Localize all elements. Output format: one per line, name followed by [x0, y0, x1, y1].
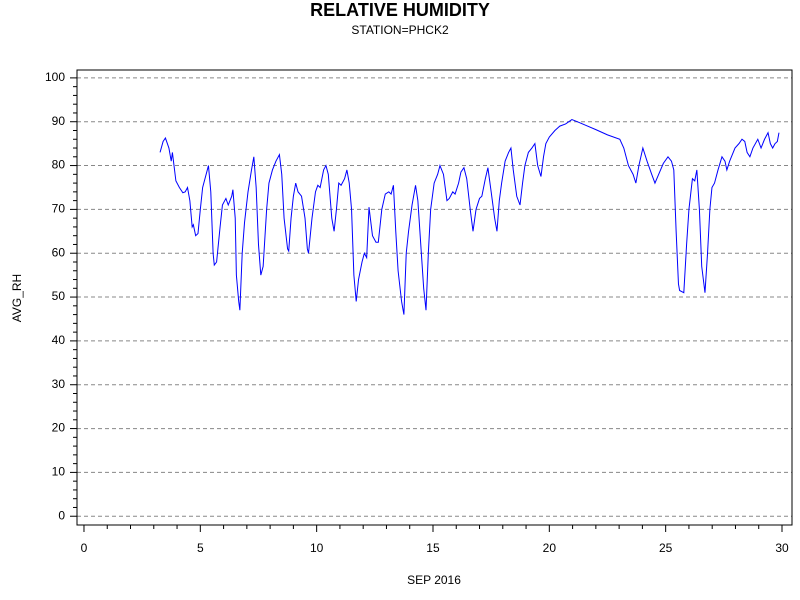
y-tick-label: 80: [52, 158, 66, 172]
y-axis-label: AVG_RH: [10, 274, 24, 322]
y-tick-label: 70: [52, 202, 66, 216]
chart-title: RELATIVE HUMIDITY: [310, 0, 490, 20]
x-tick-label: 5: [197, 541, 204, 555]
data-line: [159, 118, 780, 315]
y-tick-label: 20: [52, 421, 66, 435]
x-tick-label: 30: [775, 541, 789, 555]
x-tick-label: 20: [543, 541, 557, 555]
y-tick-label: 0: [58, 508, 65, 522]
y-tick-label: 50: [52, 289, 66, 303]
y-tick-label: 90: [52, 114, 66, 128]
x-tick-label: 0: [81, 541, 88, 555]
x-tick-label: 10: [310, 541, 324, 555]
x-tick-label: 25: [659, 541, 673, 555]
chart-subtitle: STATION=PHCK2: [351, 23, 449, 37]
y-tick-label: 10: [52, 465, 66, 479]
y-tick-label: 100: [45, 70, 65, 84]
x-tick-label: 15: [426, 541, 440, 555]
y-tick-label: 60: [52, 245, 66, 259]
y-tick-label: 30: [52, 377, 66, 391]
y-tick-label: 40: [52, 333, 66, 347]
x-axis-label: SEP 2016: [407, 573, 461, 587]
plot-frame: [76, 69, 793, 526]
